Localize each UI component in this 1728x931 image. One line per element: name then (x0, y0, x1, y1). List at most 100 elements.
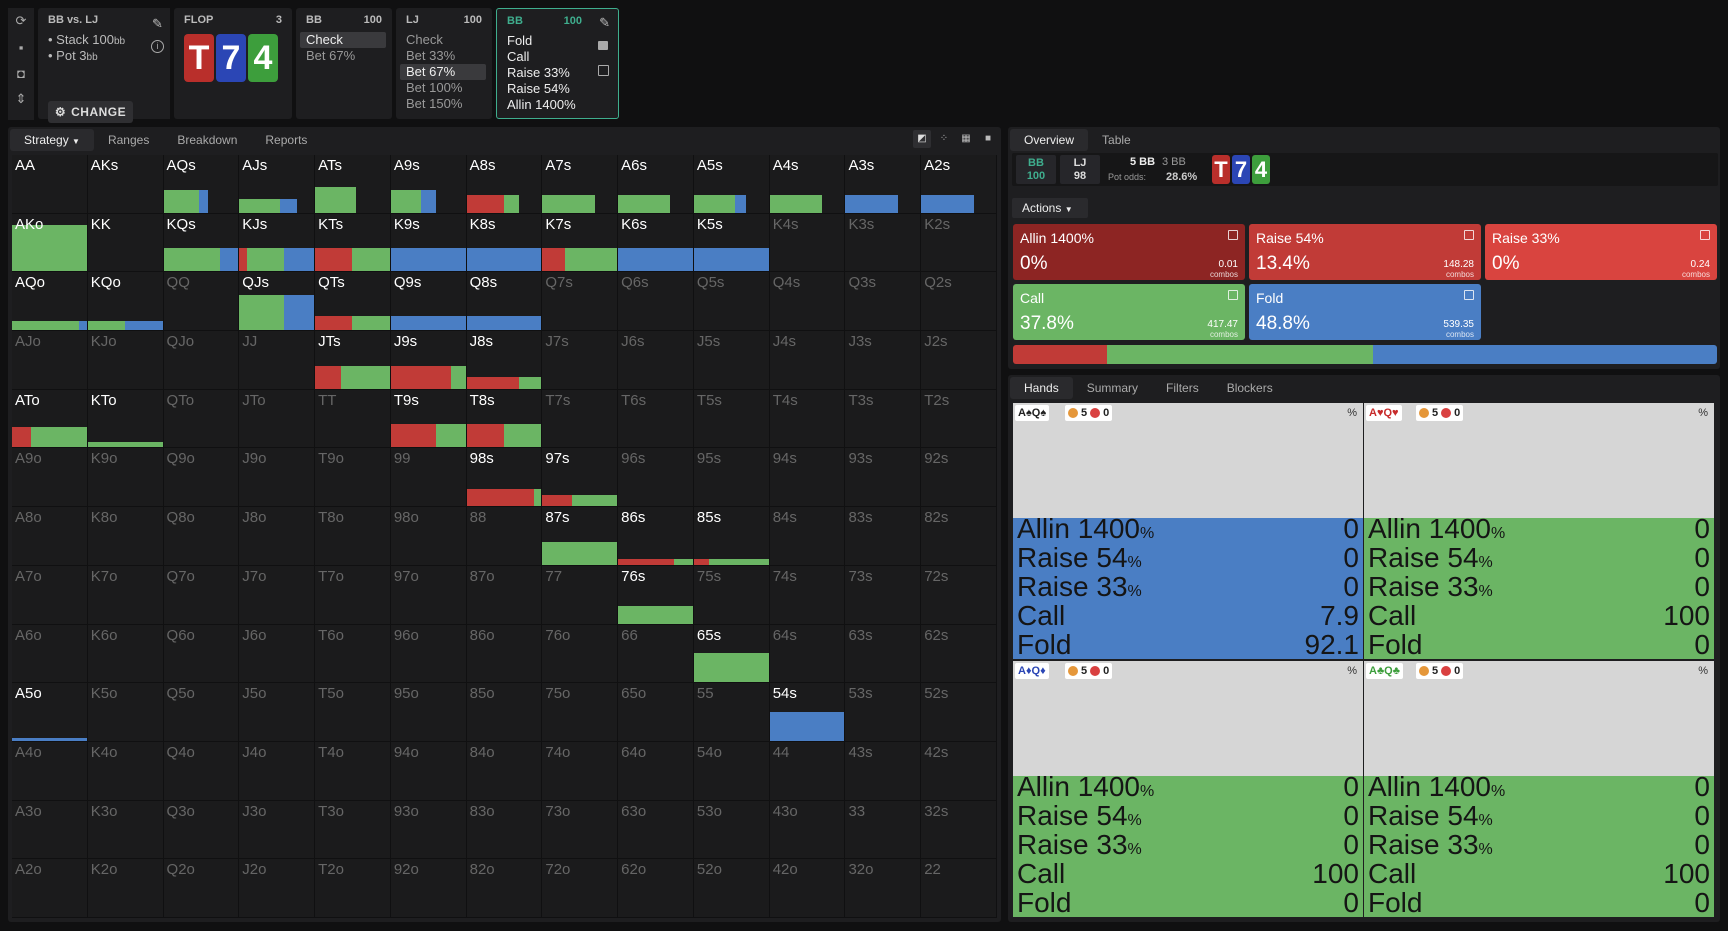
action-card[interactable]: Fold 48.8% 539.35 combos (1249, 284, 1481, 340)
matrix-cell[interactable]: 99 (390, 448, 467, 508)
matrix-cell[interactable]: Q8o (163, 507, 240, 566)
matrix-cell[interactable]: 54o (693, 741, 770, 801)
matrix-cell[interactable]: K6o (87, 624, 164, 684)
pencil-icon[interactable]: ✎ (599, 15, 610, 30)
matrix-cell[interactable]: 87o (466, 565, 543, 625)
option-bet-150[interactable]: Bet 150% (406, 96, 463, 111)
option-bet-100[interactable]: Bet 100% (406, 80, 463, 95)
lock-icon[interactable] (598, 41, 608, 50)
matrix-cell[interactable]: KQs (163, 213, 240, 273)
view-small-icon[interactable]: ⁘ (939, 133, 949, 144)
matrix-cell[interactable]: J2s (921, 331, 997, 390)
matrix-cell[interactable]: 32o (845, 859, 922, 918)
matrix-cell[interactable]: 72o (542, 859, 619, 918)
matrix-cell[interactable]: 52o (693, 859, 770, 918)
matrix-cell[interactable]: 83s (845, 507, 922, 566)
matrix-cell[interactable]: Q7o (163, 565, 240, 625)
matrix-cell[interactable]: T6s (618, 389, 694, 449)
matrix-cell[interactable]: Q3o (163, 800, 240, 860)
matrix-cell[interactable]: AJs (239, 155, 316, 214)
matrix-cell[interactable]: QJo (163, 331, 240, 390)
matrix-cell[interactable]: Q2o (163, 859, 240, 918)
percent-toggle[interactable]: % (1347, 407, 1357, 419)
matrix-cell[interactable]: J6s (618, 331, 694, 390)
matrix-cell[interactable]: 63o (618, 800, 694, 860)
matrix-cell[interactable]: T2o (315, 859, 391, 918)
info-icon[interactable]: i (151, 40, 164, 53)
matrix-cell[interactable]: T2s (921, 389, 997, 449)
matrix-cell[interactable]: KJs (239, 213, 316, 273)
matrix-cell[interactable]: A3s (845, 155, 922, 214)
matrix-cell[interactable]: 62s (921, 624, 997, 684)
matrix-cell[interactable]: T6o (315, 624, 391, 684)
note-icon[interactable] (1464, 230, 1474, 240)
matrix-cell[interactable]: T7o (315, 565, 391, 625)
matrix-cell[interactable]: QJs (239, 272, 316, 332)
matrix-cell[interactable]: ATo (12, 389, 88, 449)
matrix-cell[interactable]: K4s (769, 213, 846, 273)
refresh-icon[interactable]: ⟳ (15, 13, 27, 28)
matrix-cell[interactable]: J5o (239, 683, 316, 742)
matrix-cell[interactable]: Q2s (921, 272, 997, 332)
matrix-cell[interactable]: T3o (315, 800, 391, 860)
matrix-cell[interactable]: 95o (390, 683, 467, 742)
note-icon[interactable] (1464, 290, 1474, 300)
matrix-cell[interactable]: 77 (542, 565, 619, 625)
matrix-cell[interactable]: A6o (12, 624, 88, 684)
matrix-cell[interactable]: 84s (769, 507, 846, 566)
matrix-cell[interactable]: K5o (87, 683, 164, 742)
action-card[interactable]: Call 37.8% 417.47 combos (1013, 284, 1245, 340)
matrix-cell[interactable]: J2o (239, 859, 316, 918)
change-button[interactable]: ⚙ CHANGE (48, 101, 133, 123)
matrix-cell[interactable]: 73o (542, 800, 619, 860)
matrix-cell[interactable]: T5s (693, 389, 770, 449)
matrix-cell[interactable]: T8s (466, 389, 543, 449)
hand-card[interactable]: A♥Q♥ 5 0% Allin 1400% 0 Raise 54% 0 Raise 33% 0 C… (1364, 403, 1714, 659)
tab-overview[interactable]: Overview (1010, 129, 1089, 151)
matrix-cell[interactable]: J8o (239, 507, 316, 566)
matrix-cell[interactable]: QTs (315, 272, 391, 332)
matrix-cell[interactable]: AJo (12, 331, 88, 390)
view-half-icon[interactable]: ◩ (913, 130, 931, 148)
matrix-cell[interactable]: 87s (542, 507, 619, 566)
option-raise-54[interactable]: Raise 54% (507, 81, 570, 96)
matrix-cell[interactable]: K7o (87, 565, 164, 625)
matrix-cell[interactable]: AQo (12, 272, 88, 332)
matrix-cell[interactable]: 76s (618, 565, 694, 625)
tab-hands[interactable]: Hands (1010, 377, 1073, 399)
node-bb-1[interactable]: BB 100 Check Bet 67% (296, 8, 392, 119)
option-bet-67[interactable]: Bet 67% (306, 48, 356, 63)
action-card[interactable]: Raise 54% 13.4% 148.28 combos (1249, 224, 1481, 280)
matrix-cell[interactable]: T4s (769, 389, 846, 449)
gamepad-icon[interactable]: ◘ (17, 65, 25, 81)
matrix-cell[interactable]: TT (315, 389, 391, 449)
matrix-cell[interactable]: 96o (390, 624, 467, 684)
matrix-cell[interactable]: K6s (618, 213, 694, 273)
matrix-cell[interactable]: 92s (921, 448, 997, 508)
height-icon[interactable]: ⇕ (15, 91, 27, 106)
matrix-cell[interactable]: 93s (845, 448, 922, 508)
option-fold[interactable]: Fold (507, 33, 533, 48)
matrix-cell[interactable]: KTs (315, 213, 391, 273)
matrix-cell[interactable]: J7s (542, 331, 619, 390)
action-card[interactable]: Allin 1400% 0% 0.01 combos (1013, 224, 1245, 280)
matrix-cell[interactable]: Q9s (390, 272, 467, 332)
matrix-cell[interactable]: T9o (315, 448, 391, 508)
matrix-cell[interactable]: Q8s (466, 272, 543, 332)
matrix-cell[interactable]: AKo (12, 213, 88, 273)
matrix-cell[interactable]: J3s (845, 331, 922, 390)
matrix-cell[interactable]: Q5o (163, 683, 240, 742)
matrix-cell[interactable]: 94o (390, 741, 467, 801)
matrix-cell[interactable]: KTo (87, 389, 164, 449)
matrix-cell[interactable]: JTs (315, 331, 391, 390)
matrix-cell[interactable]: 76o (542, 624, 619, 684)
percent-toggle[interactable]: % (1698, 665, 1708, 677)
matrix-cell[interactable]: K4o (87, 741, 164, 801)
matrix-cell[interactable]: K7s (542, 213, 619, 273)
matrix-cell[interactable]: K5s (693, 213, 770, 273)
matrix-cell[interactable]: 63s (845, 624, 922, 684)
matrix-cell[interactable]: 53s (845, 683, 922, 742)
matrix-cell[interactable]: 52s (921, 683, 997, 742)
matrix-cell[interactable]: A4o (12, 741, 88, 801)
